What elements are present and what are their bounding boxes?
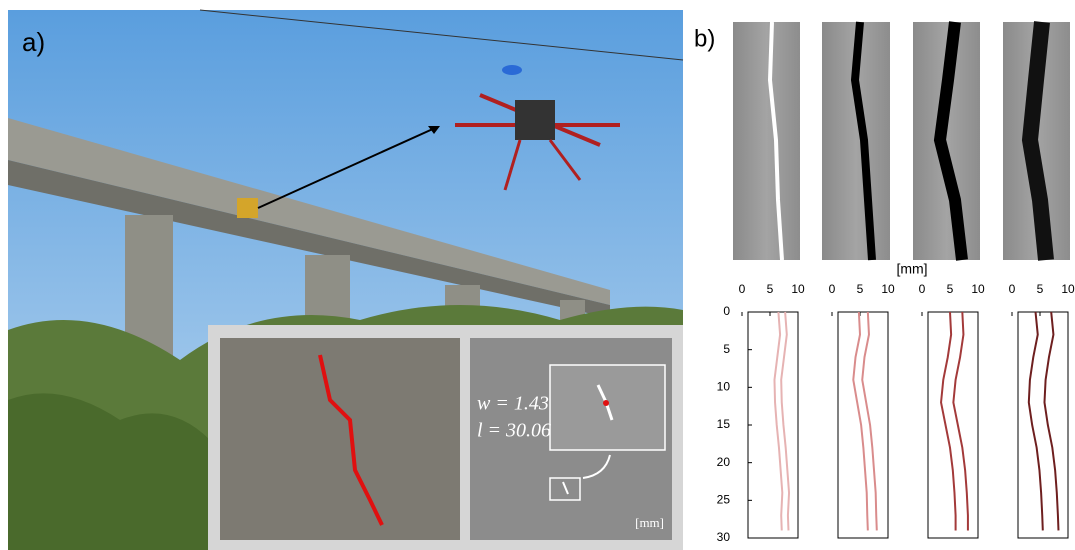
figure: w = 1.43 l = 30.06 [mm] a) b) [mm] 05100… [0, 0, 1075, 550]
panel-label: a) [22, 27, 45, 57]
inset-unit: [mm] [635, 515, 664, 530]
x-tick-label: 10 [791, 282, 805, 296]
x-tick-label: 5 [947, 282, 954, 296]
profile-line [941, 312, 956, 530]
x-tick-label: 5 [1037, 282, 1044, 296]
y-tick-label: 25 [717, 493, 731, 507]
plot-frame [1018, 312, 1068, 538]
profiles: 0 5 10 0 5 10 15 20 25 30 0 5 10 0 5 10 0 5 10 [717, 282, 1075, 544]
plot-frame [838, 312, 888, 538]
plot-frame [748, 312, 798, 538]
y-tick-label: 15 [717, 417, 731, 431]
x-tick-label: 0 [919, 282, 926, 296]
y-tick-label: 30 [717, 530, 731, 544]
profile-line [853, 312, 868, 530]
profile-unit: [mm] [896, 261, 927, 277]
x-tick-label: 5 [767, 282, 774, 296]
x-tick-label: 10 [881, 282, 895, 296]
profile-line [862, 312, 877, 530]
crack-strips [733, 22, 1070, 260]
x-tick-label: 0 [1009, 282, 1016, 296]
y-tick-label: 10 [717, 380, 731, 394]
width-label: w = 1.43 [477, 393, 549, 415]
x-tick-label: 10 [1061, 282, 1075, 296]
x-tick-label: 5 [857, 282, 864, 296]
profile-line [774, 312, 782, 530]
panel-label: b) [694, 25, 715, 52]
profile-line [1044, 312, 1058, 530]
x-tick-label: 0 [739, 282, 746, 296]
x-tick-label: 10 [971, 282, 985, 296]
y-tick-label: 20 [717, 455, 731, 469]
length-label: l = 30.06 [477, 420, 551, 442]
x-tick-label: 0 [829, 282, 836, 296]
inset: w = 1.43 l = 30.06 [mm] [208, 325, 683, 550]
profile-line [1029, 312, 1043, 530]
y-tick-label: 0 [723, 304, 730, 318]
plot-frame [928, 312, 978, 538]
y-tick-label: 5 [723, 342, 730, 356]
